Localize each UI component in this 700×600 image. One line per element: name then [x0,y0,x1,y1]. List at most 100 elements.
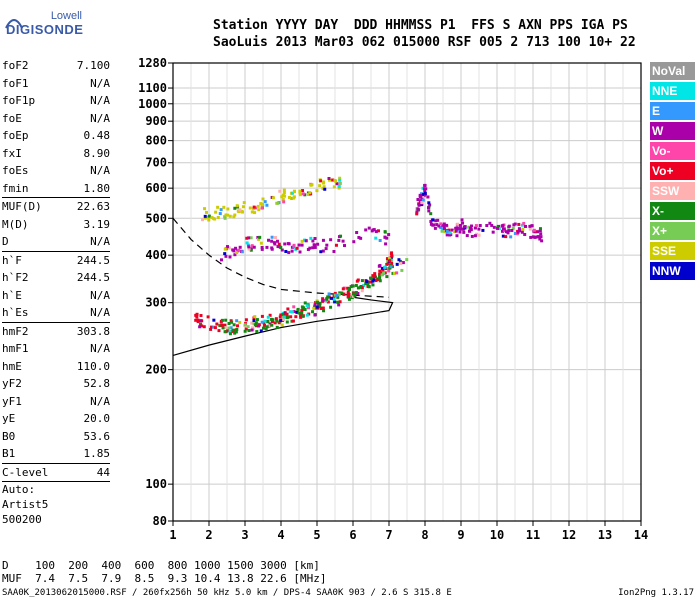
echo-point [529,235,533,239]
echo-point [297,311,301,315]
echo-point [335,182,339,186]
echo-point [297,243,301,247]
echo-point [328,178,332,182]
echo-point [420,201,424,205]
echo-point [420,195,424,199]
echo-point [319,250,323,254]
y-tick-label: 900 [145,114,167,128]
echo-point [440,229,444,233]
echo-point [383,230,387,234]
echo-point [385,275,389,279]
legend-item: SSW [650,182,695,200]
echo-point [321,249,325,253]
echo-point [195,312,199,316]
param-value: N/A [90,306,110,319]
echo-point [398,259,402,263]
echo-point [196,318,200,322]
echo-point [389,256,393,260]
param-label: h`Es [2,306,29,319]
echo-point [383,265,387,269]
param-value: 53.6 [83,429,111,443]
echo-point [310,183,314,187]
echo-point [433,226,437,230]
echo-point [260,245,264,249]
echo-point [206,315,210,319]
param-separator [2,250,110,252]
echo-point [247,329,251,333]
y-tick-label: 100 [145,477,167,491]
echo-point [218,324,222,328]
echo-point [415,212,419,216]
echo-point [282,188,286,192]
echo-point [399,261,403,265]
echo-point [277,321,281,325]
echo-point [535,235,539,239]
echo-point [390,254,394,258]
echo-point [421,198,425,202]
echo-point [327,295,331,299]
echo-point [306,306,310,310]
echo-point [539,232,543,236]
echo-point [254,323,258,327]
echo-point [266,320,270,324]
echo-point [227,326,231,330]
echo-point [249,248,253,252]
echo-point [539,235,543,239]
legend-item: NNW [650,262,695,280]
echo-point [330,296,334,300]
echo-point [347,297,351,301]
echo-point [389,265,393,269]
echo-point [252,322,256,326]
echo-point [300,243,304,247]
echo-point [353,293,357,297]
echo-point [362,284,366,288]
echo-point [439,226,443,230]
echo-point [228,330,232,334]
echo-point [252,207,256,211]
echo-point [198,325,202,329]
echo-point [280,195,284,199]
echo-point [531,235,535,239]
echo-point [262,321,266,325]
legend-item: NNE [650,82,695,100]
x-tick-label: 8 [421,528,428,542]
echo-point [270,247,274,251]
echo-point [287,251,291,255]
echo-point [255,318,259,322]
echo-point [461,221,465,225]
param-label: foE [2,111,22,125]
echo-point [220,323,224,327]
echo-point [279,318,283,322]
version-label: 500200 [2,513,42,526]
echo-point [275,325,279,329]
echo-point [203,214,207,218]
echo-point [232,323,236,327]
echo-point [386,260,390,264]
legend-item: NoVal [650,62,695,80]
echo-point [260,314,264,318]
header-line-1: Station YYYY DAY DDD HHMMSS P1 FFS S AXN… [213,18,628,33]
echo-point [222,205,226,209]
echo-point [308,191,312,195]
echo-point [285,320,289,324]
param-value: 52.8 [83,377,111,390]
echo-point [246,243,250,247]
echo-point [292,305,296,309]
echo-point [203,207,207,211]
param-row: fmin 1.80 [2,180,110,198]
echo-point [516,230,520,234]
param-label: yF2 [2,377,22,390]
echo-point [383,271,387,275]
echo-point [352,240,356,244]
echo-point [213,326,217,330]
echo-point [230,320,234,324]
echo-point [258,235,262,239]
echo-point [237,248,241,252]
echo-point [244,318,248,322]
echo-point [322,185,326,189]
param-row: hmF2 303.8 [2,323,110,341]
echo-point [323,187,327,191]
param-value: N/A [90,111,110,125]
echo-point [324,247,328,251]
echo-point [223,216,227,220]
